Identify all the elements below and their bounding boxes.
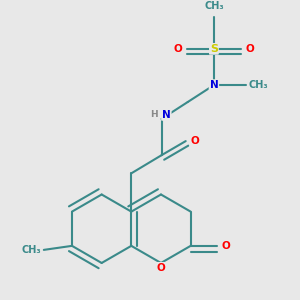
Text: N: N bbox=[162, 110, 171, 120]
Text: O: O bbox=[173, 44, 182, 54]
Text: CH₃: CH₃ bbox=[22, 245, 41, 255]
Text: CH₃: CH₃ bbox=[204, 1, 224, 11]
Text: CH₃: CH₃ bbox=[248, 80, 268, 90]
Text: S: S bbox=[210, 44, 218, 54]
Text: O: O bbox=[157, 263, 165, 273]
Text: O: O bbox=[221, 241, 230, 251]
Text: N: N bbox=[209, 80, 218, 90]
Text: O: O bbox=[190, 136, 199, 146]
Text: H: H bbox=[150, 110, 158, 119]
Text: O: O bbox=[246, 44, 254, 54]
